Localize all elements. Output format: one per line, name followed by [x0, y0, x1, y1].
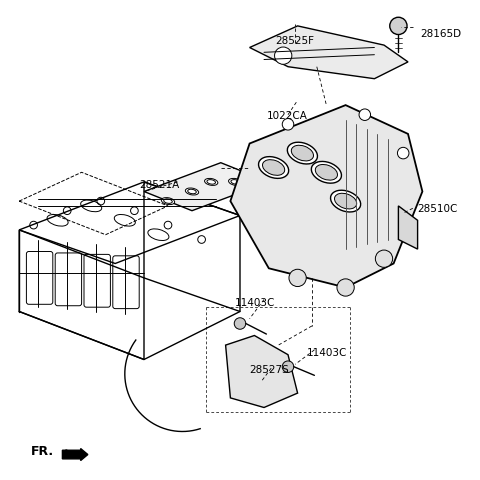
Ellipse shape: [185, 189, 199, 196]
Ellipse shape: [315, 165, 337, 181]
Text: 28527S: 28527S: [249, 364, 288, 374]
Polygon shape: [398, 206, 418, 250]
Ellipse shape: [291, 146, 313, 162]
Circle shape: [390, 18, 407, 36]
Text: 28521A: 28521A: [139, 180, 180, 190]
Text: 28525F: 28525F: [276, 36, 315, 46]
Circle shape: [359, 110, 371, 121]
Circle shape: [375, 251, 393, 268]
Text: 11403C: 11403C: [307, 348, 348, 358]
Ellipse shape: [204, 179, 218, 186]
Polygon shape: [250, 27, 408, 80]
Ellipse shape: [288, 143, 317, 165]
Circle shape: [275, 48, 292, 65]
Ellipse shape: [161, 198, 175, 205]
Polygon shape: [230, 106, 422, 288]
Text: 28165D: 28165D: [420, 29, 461, 39]
Ellipse shape: [331, 191, 360, 213]
Text: FR.: FR.: [31, 444, 54, 457]
Ellipse shape: [259, 157, 288, 179]
Ellipse shape: [335, 194, 357, 209]
Text: 11403C: 11403C: [235, 297, 276, 307]
Circle shape: [234, 318, 246, 330]
FancyArrow shape: [62, 449, 88, 461]
Text: 1022CA: 1022CA: [266, 110, 307, 120]
Polygon shape: [226, 336, 298, 408]
Text: 28510C: 28510C: [418, 204, 458, 214]
Circle shape: [397, 148, 409, 159]
Circle shape: [282, 120, 294, 131]
Circle shape: [337, 279, 354, 297]
Polygon shape: [144, 163, 269, 211]
Circle shape: [282, 361, 294, 372]
Circle shape: [289, 270, 306, 287]
Ellipse shape: [263, 160, 285, 176]
Ellipse shape: [228, 179, 242, 186]
Ellipse shape: [312, 162, 341, 184]
